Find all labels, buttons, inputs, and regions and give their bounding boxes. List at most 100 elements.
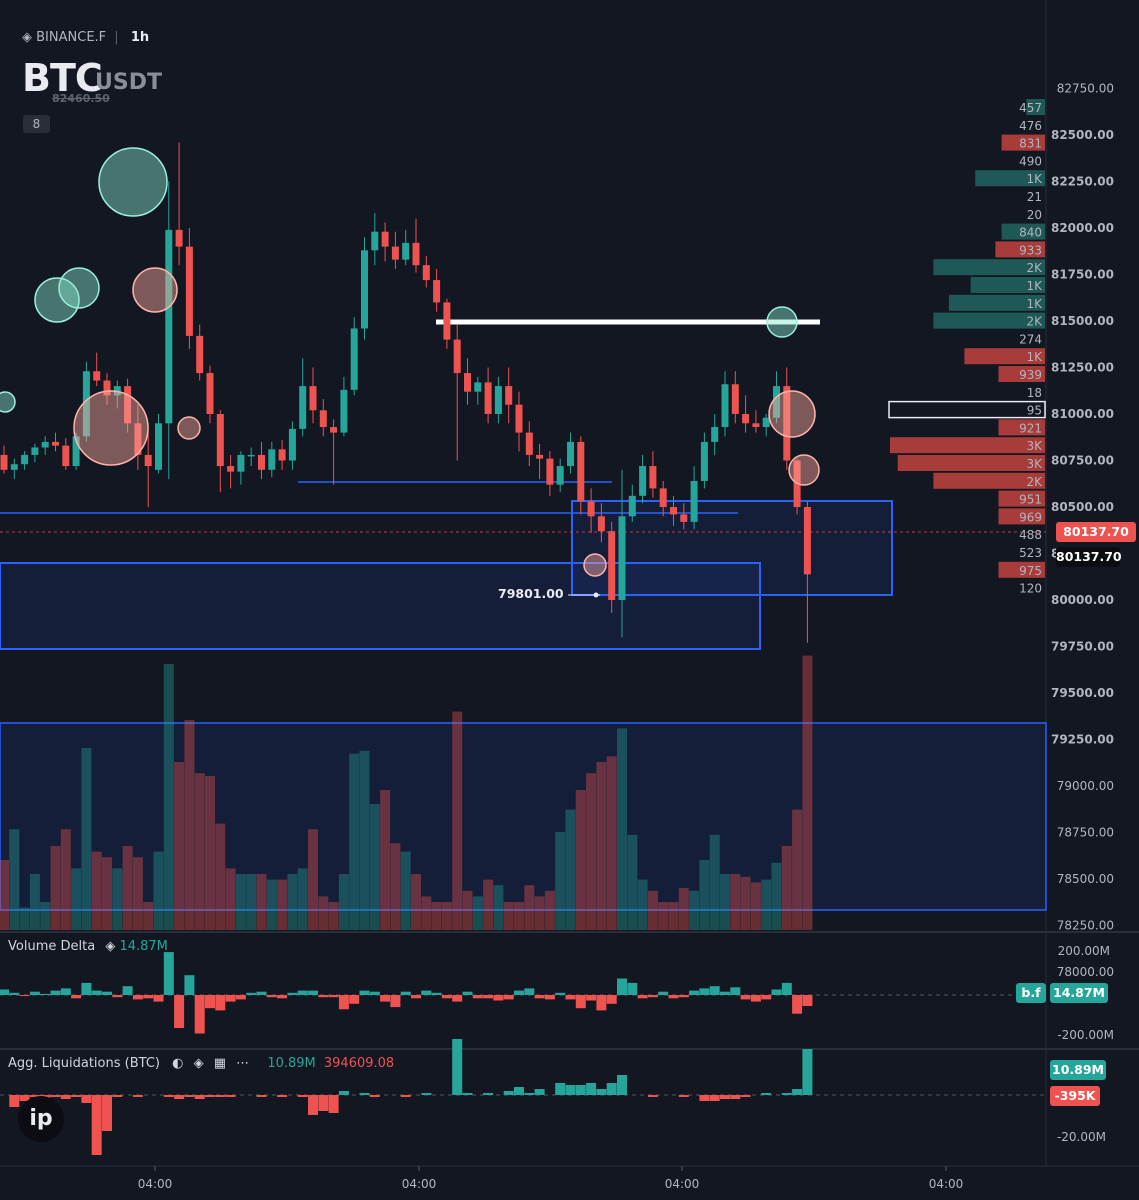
volume-delta-bar	[709, 986, 720, 995]
volume-bar	[122, 846, 133, 930]
candle-body	[762, 417, 770, 428]
candle-body	[124, 386, 132, 424]
volume-delta-legend[interactable]: Volume Delta ◈ 14.87M	[8, 939, 168, 954]
volume-bar	[709, 834, 720, 930]
candle-body	[783, 386, 791, 461]
liquidation-bar	[19, 1095, 30, 1101]
liquidation-bar	[761, 1093, 772, 1095]
candle-body	[577, 441, 585, 502]
volume-bar	[596, 762, 607, 930]
volume-delta-bar	[514, 990, 524, 995]
time-axis-tick: 04:00	[138, 1177, 173, 1191]
volume-bar	[503, 902, 514, 930]
volume-bar	[411, 874, 421, 930]
orderbook-level-label: 3K	[1026, 457, 1043, 471]
candle-body	[309, 386, 317, 411]
trade-bubble	[73, 390, 149, 466]
liquidation-bar	[102, 1095, 112, 1131]
liquidations-legend[interactable]: Agg. Liquidations (BTC) ◐ ◈ ▦ ⋯ 10.89M 3…	[8, 1056, 394, 1071]
candle-body	[680, 514, 688, 522]
liquidation-bar	[338, 1091, 349, 1095]
volume-bar	[369, 804, 380, 930]
candle-body	[515, 404, 523, 433]
eye-icon[interactable]: ◐	[172, 1056, 184, 1071]
settings-diamond-icon[interactable]: ◈	[193, 1056, 204, 1071]
liquidations-short-tag: -395K	[1050, 1086, 1100, 1106]
volume-bar	[750, 882, 761, 930]
more-icon[interactable]: ⋯	[236, 1056, 250, 1071]
volume-delta-bar	[29, 991, 40, 995]
volume-delta-bar	[390, 995, 401, 1008]
candle-body	[721, 384, 729, 428]
app-logo[interactable]: ip	[18, 1096, 64, 1142]
low-marker-dot	[593, 592, 599, 598]
volume-delta-bar	[287, 992, 298, 995]
volume-delta-bar	[524, 988, 535, 995]
volume-delta-value: 14.87M	[119, 939, 168, 954]
orderbook-bar	[998, 490, 1045, 507]
indicator-count-badge[interactable]: 8	[23, 115, 50, 133]
volume-bar	[308, 829, 318, 930]
candle-body	[412, 242, 420, 266]
volume-delta-bar	[421, 990, 432, 995]
candle-body	[371, 231, 379, 251]
liquidations-long-tag: 10.89M	[1050, 1060, 1106, 1080]
diamond-icon[interactable]: ◈	[105, 939, 116, 954]
liquidation-bar	[318, 1095, 329, 1111]
volume-bar	[555, 832, 566, 930]
volume-delta-bar	[91, 990, 102, 995]
interval-label[interactable]: 1h	[130, 30, 150, 45]
candle-body	[484, 382, 492, 414]
candle-body	[299, 386, 307, 429]
volume-delta-bar	[153, 995, 164, 1002]
time-axis-tick: 04:00	[929, 1177, 964, 1191]
orderbook-level-label: 1K	[1026, 350, 1043, 364]
liquidation-bar	[225, 1095, 236, 1097]
volume-delta-bar	[205, 995, 215, 1009]
high-marker: 82460.50	[52, 92, 110, 105]
candle-body	[670, 507, 677, 515]
liquidation-bar	[328, 1095, 339, 1113]
candle-body	[803, 507, 811, 575]
volume-delta-bar	[555, 992, 566, 995]
volume-delta-bar	[40, 993, 51, 995]
trade-bubble	[177, 416, 201, 440]
orderbook-bar	[998, 366, 1045, 382]
candle-body	[546, 458, 554, 485]
volume-bar	[235, 874, 246, 930]
candle-body	[639, 466, 647, 496]
volume-delta-bar	[60, 988, 71, 995]
grid-icon[interactable]: ▦	[213, 1056, 227, 1071]
liquidation-bar	[277, 1095, 288, 1097]
candle-body	[185, 246, 193, 336]
volume-bar	[153, 851, 164, 930]
liquidation-bar	[534, 1089, 545, 1095]
time-axis-tick: 04:00	[665, 1177, 700, 1191]
orderbook-bar	[970, 277, 1045, 293]
liquidation-bar	[60, 1095, 71, 1099]
candle-body	[31, 447, 39, 455]
liquidation-bar	[91, 1095, 102, 1155]
volume-delta-bar	[256, 991, 267, 995]
orderbook-bar	[964, 348, 1045, 365]
orderbook-level-label: 95	[1027, 404, 1042, 418]
volume-bar	[720, 874, 730, 930]
volume-delta-bar	[441, 995, 452, 999]
volume-delta-bar	[493, 995, 504, 1001]
liquidation-bar	[483, 1093, 494, 1095]
liquidation-bar	[699, 1095, 710, 1101]
volume-delta-bar	[266, 995, 277, 998]
liquidation-bar	[596, 1089, 607, 1095]
volume-delta-bar	[792, 995, 803, 1014]
candle-body	[340, 389, 348, 433]
orderbook-bar	[998, 419, 1045, 436]
candle-body	[175, 229, 183, 247]
volume-delta-bar	[534, 995, 545, 999]
candle-body	[361, 250, 368, 329]
volume-delta-bar	[235, 995, 246, 1000]
volume-bar	[338, 874, 349, 930]
candle-body	[464, 373, 471, 392]
liquidation-bar	[163, 1095, 174, 1097]
liquidation-bar	[205, 1095, 215, 1097]
